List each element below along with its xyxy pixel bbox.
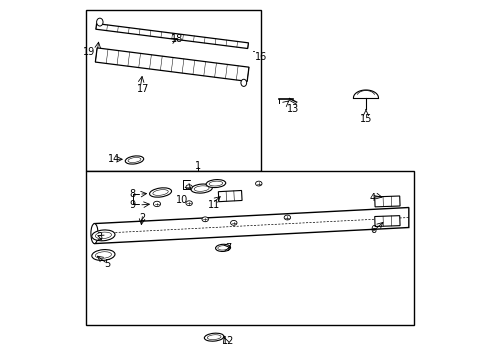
Text: 2: 2 [139,212,145,222]
Text: 18: 18 [171,34,183,44]
Text: 1: 1 [195,161,201,171]
Ellipse shape [194,186,209,191]
Ellipse shape [128,157,141,162]
Ellipse shape [97,18,103,26]
Text: 3: 3 [97,232,102,242]
Polygon shape [374,216,399,226]
Ellipse shape [204,333,224,341]
Text: 6: 6 [369,225,375,235]
Text: 12: 12 [222,337,234,346]
Ellipse shape [92,249,115,260]
Text: 7: 7 [225,243,231,253]
Text: 5: 5 [103,259,110,269]
Text: 14: 14 [108,154,120,164]
Ellipse shape [91,224,98,244]
Text: 8: 8 [129,189,135,199]
Ellipse shape [202,217,208,222]
Text: 10: 10 [176,195,188,204]
Polygon shape [218,190,242,202]
Ellipse shape [207,335,221,339]
Ellipse shape [95,252,111,258]
Ellipse shape [185,201,192,206]
Ellipse shape [153,190,168,195]
Ellipse shape [215,244,230,252]
Text: 17: 17 [137,84,149,94]
Text: 9: 9 [129,200,135,210]
Bar [85,10,260,171]
Ellipse shape [153,201,160,207]
Ellipse shape [209,181,223,186]
Bar [85,171,413,325]
Text: 4: 4 [369,193,375,203]
Ellipse shape [185,185,192,190]
Ellipse shape [149,188,171,197]
Ellipse shape [255,181,262,186]
Ellipse shape [95,232,111,239]
Text: 16: 16 [255,52,267,62]
Ellipse shape [206,180,225,188]
Text: 13: 13 [287,104,299,113]
Ellipse shape [125,156,143,164]
Ellipse shape [92,230,115,241]
Polygon shape [95,48,248,81]
Polygon shape [94,207,408,244]
Text: 11: 11 [207,200,220,210]
Ellipse shape [190,184,212,193]
Ellipse shape [217,246,228,250]
Polygon shape [374,196,399,207]
Ellipse shape [284,215,290,220]
Ellipse shape [230,220,237,225]
Ellipse shape [241,79,246,86]
Text: 19: 19 [83,47,95,57]
Polygon shape [96,23,248,49]
Text: 15: 15 [359,114,371,124]
